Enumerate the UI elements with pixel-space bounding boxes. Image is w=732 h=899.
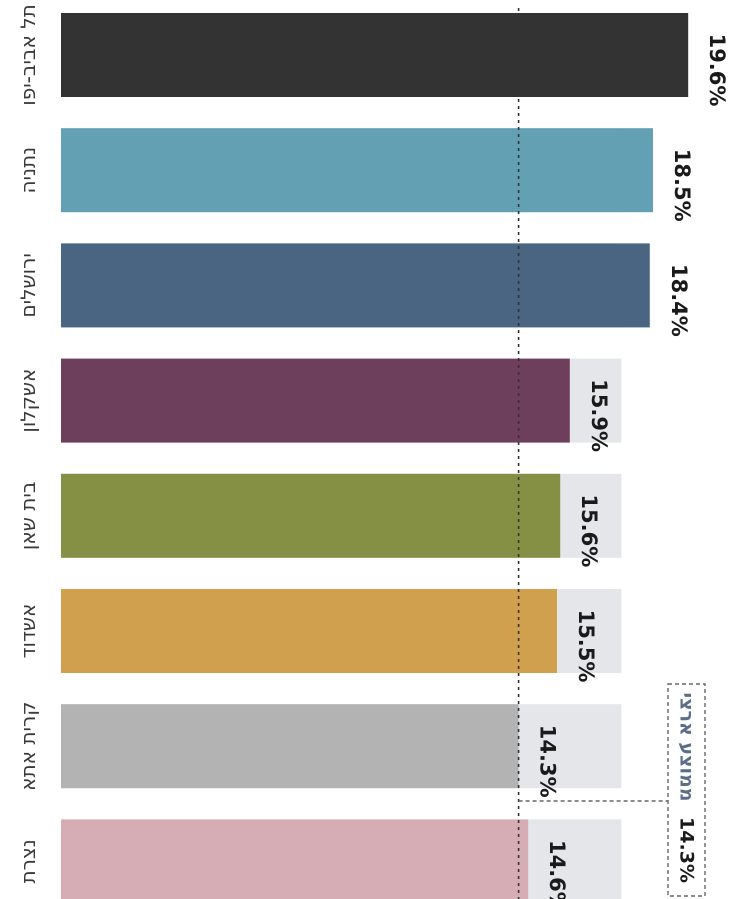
value-label: 14.3% bbox=[536, 725, 560, 798]
category-label: ירושלים bbox=[16, 253, 40, 318]
category-label: בית שאן bbox=[16, 482, 40, 551]
value-label: 18.4% bbox=[667, 264, 691, 337]
value-label: 15.9% bbox=[587, 379, 611, 452]
value-label: 18.5% bbox=[670, 149, 694, 222]
bar-4 bbox=[61, 358, 570, 443]
bar-8 bbox=[61, 819, 529, 899]
category-label: נצרת bbox=[16, 839, 40, 883]
category-label: תל אביב-יפו bbox=[16, 4, 40, 105]
bar-1 bbox=[61, 13, 689, 97]
bar-6 bbox=[61, 589, 557, 673]
category-label: נתניה bbox=[16, 147, 40, 194]
value-label: 19.6% bbox=[705, 34, 729, 107]
bar-2 bbox=[61, 128, 653, 213]
bar-7 bbox=[61, 704, 519, 789]
category-label: קרית אתא bbox=[16, 702, 40, 791]
value-label: 14.6% bbox=[545, 840, 569, 899]
average-callout-box bbox=[667, 683, 706, 897]
bar-3 bbox=[61, 243, 650, 328]
average-label: ממוצע ארצי bbox=[676, 693, 698, 802]
category-label: אשדוד bbox=[16, 604, 40, 659]
average-value-label: 14.3% bbox=[676, 817, 698, 883]
category-label: אשקלון bbox=[16, 369, 40, 433]
value-label: 15.5% bbox=[574, 610, 598, 683]
value-label: 15.6% bbox=[577, 494, 601, 567]
bar-5 bbox=[61, 473, 561, 558]
